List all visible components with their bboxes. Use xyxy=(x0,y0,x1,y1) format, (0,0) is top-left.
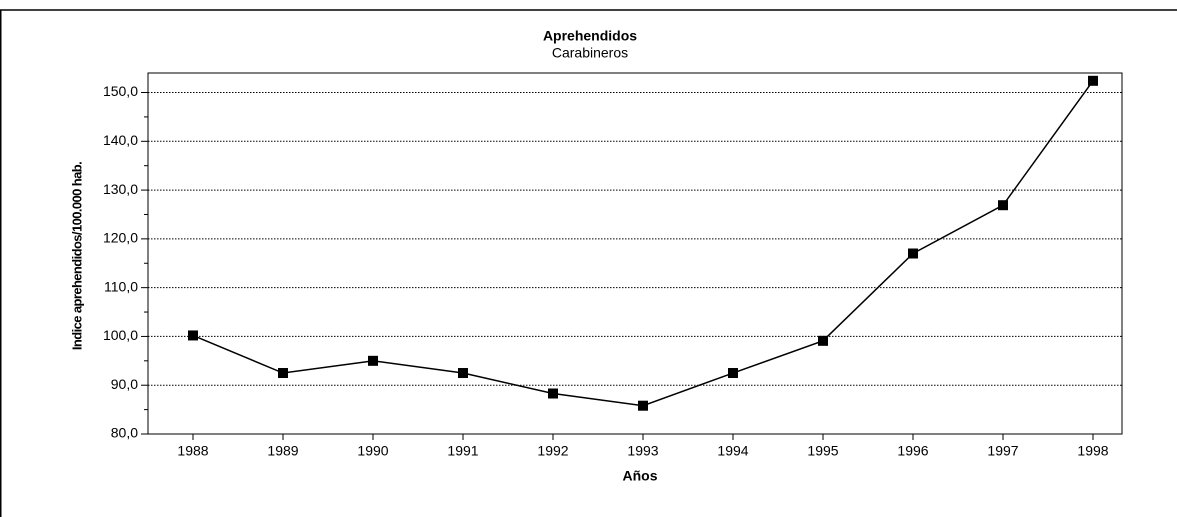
x-tick-label: 1995 xyxy=(807,443,838,459)
line xyxy=(192,80,1094,407)
x-tick-label: 1989 xyxy=(267,443,298,459)
x-tick-label: 1990 xyxy=(357,443,388,459)
marker xyxy=(1088,75,1098,86)
x-axis-label: Años xyxy=(623,468,658,484)
marker xyxy=(548,388,558,399)
y-tick-label: 150,0 xyxy=(103,83,138,99)
x-tick-label: 1998 xyxy=(1077,443,1108,459)
x-tick-label: 1996 xyxy=(897,443,928,459)
y-tick-label: 130,0 xyxy=(103,181,138,197)
y-tick-label: 110,0 xyxy=(104,278,138,294)
marker xyxy=(998,200,1008,211)
marker xyxy=(818,335,828,346)
y-tick-label: 90,0 xyxy=(111,376,138,392)
y-tick-label: 140,0 xyxy=(103,132,138,148)
marker xyxy=(728,368,738,379)
marker xyxy=(638,400,648,411)
marker xyxy=(368,355,378,366)
x-tick-label: 1993 xyxy=(627,443,658,459)
marker xyxy=(278,368,288,379)
chart-subtitle: Carabineros xyxy=(552,45,628,61)
x-tick-label: 1991 xyxy=(447,443,478,459)
marker xyxy=(458,368,468,379)
x-tick-label: 1994 xyxy=(717,443,748,459)
x-tick-label: 1992 xyxy=(537,443,568,459)
x-tick-label: 1988 xyxy=(177,443,208,459)
y-tick-label: 120,0 xyxy=(103,230,138,246)
chart-title: Aprehendidos xyxy=(543,28,637,44)
y-tick-label: 100,0 xyxy=(103,327,138,343)
y-tick-label: 80,0 xyxy=(111,425,138,441)
marker xyxy=(188,330,198,341)
y-axis-label: Indice aprehendidos/100.000 hab. xyxy=(69,162,84,350)
marker xyxy=(908,248,918,259)
x-tick-label: 1997 xyxy=(987,443,1018,459)
plot-frame xyxy=(147,72,1123,435)
